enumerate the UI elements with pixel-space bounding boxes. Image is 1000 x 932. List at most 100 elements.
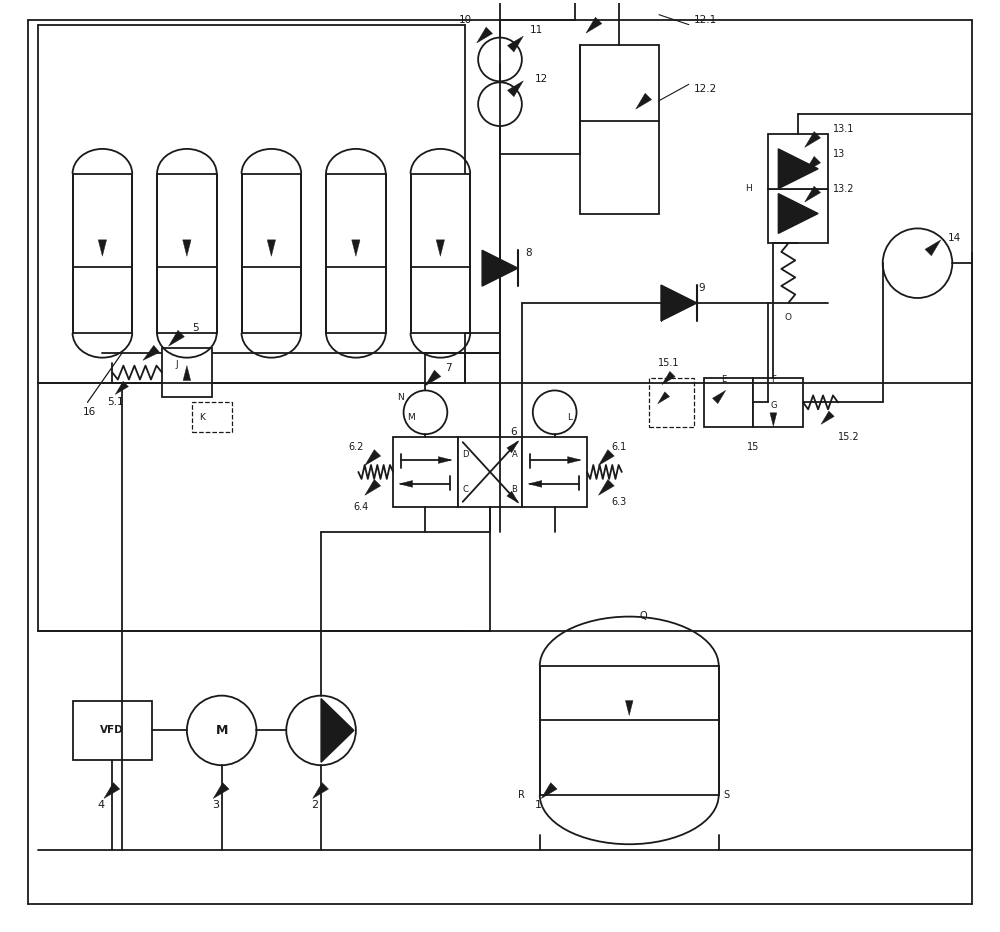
Polygon shape (821, 411, 834, 424)
Text: VFD: VFD (100, 725, 124, 735)
Text: 6.4: 6.4 (353, 501, 369, 512)
Text: 7: 7 (445, 363, 452, 373)
Text: L: L (567, 413, 572, 422)
Text: 12.1: 12.1 (694, 15, 717, 24)
Bar (326, 173, 386, 333)
Text: E: E (721, 375, 726, 384)
Text: 8: 8 (525, 248, 531, 258)
Polygon shape (598, 449, 614, 465)
Text: 5.1: 5.1 (107, 397, 124, 407)
Text: 5: 5 (192, 322, 198, 333)
Polygon shape (183, 365, 191, 380)
Polygon shape (183, 240, 191, 256)
Polygon shape (528, 481, 542, 487)
Text: K: K (199, 413, 205, 422)
Polygon shape (805, 157, 821, 172)
Text: Q: Q (639, 611, 647, 621)
Text: N: N (397, 393, 404, 402)
Text: 6.1: 6.1 (612, 442, 627, 452)
Text: 2: 2 (311, 800, 318, 810)
Polygon shape (507, 441, 519, 453)
Text: 13: 13 (833, 149, 845, 158)
Bar (157, 173, 217, 333)
Polygon shape (143, 346, 160, 361)
Bar (73, 701, 152, 761)
Bar (649, 377, 694, 427)
Text: 6: 6 (510, 427, 517, 437)
Polygon shape (568, 457, 581, 463)
Circle shape (404, 391, 447, 434)
Text: C: C (463, 486, 469, 494)
Polygon shape (507, 36, 523, 52)
Circle shape (187, 695, 256, 765)
Bar (522, 437, 587, 507)
Bar (704, 377, 753, 427)
Text: 13.1: 13.1 (833, 124, 854, 134)
Polygon shape (636, 93, 652, 109)
Polygon shape (507, 491, 519, 503)
Polygon shape (477, 27, 493, 43)
Bar (768, 188, 828, 243)
Polygon shape (541, 783, 557, 799)
Text: 6.2: 6.2 (348, 442, 364, 452)
Bar (458, 437, 522, 507)
Bar (393, 437, 458, 507)
Circle shape (286, 695, 356, 765)
Text: 15: 15 (747, 442, 760, 452)
Text: 9: 9 (699, 283, 705, 293)
Text: 3: 3 (212, 800, 219, 810)
Text: 12: 12 (535, 75, 548, 84)
Polygon shape (658, 391, 670, 404)
Text: 15.1: 15.1 (658, 358, 680, 367)
Polygon shape (586, 17, 602, 33)
Text: 10: 10 (459, 15, 472, 24)
Polygon shape (399, 481, 413, 487)
Circle shape (533, 391, 577, 434)
Polygon shape (425, 370, 441, 386)
Bar (580, 45, 659, 213)
Text: 12.2: 12.2 (694, 84, 717, 94)
Polygon shape (213, 783, 229, 799)
Polygon shape (482, 251, 518, 286)
Polygon shape (352, 240, 360, 256)
Bar (192, 403, 232, 432)
Text: 4: 4 (97, 800, 105, 810)
Polygon shape (625, 701, 633, 716)
Polygon shape (661, 285, 697, 321)
Bar (540, 665, 719, 795)
Text: H: H (745, 185, 752, 193)
Polygon shape (313, 783, 328, 799)
Bar (242, 173, 301, 333)
Text: 6.3: 6.3 (612, 497, 627, 507)
Polygon shape (778, 149, 818, 188)
Text: B: B (511, 486, 517, 494)
Text: A: A (512, 449, 517, 459)
Text: D: D (462, 449, 469, 459)
Polygon shape (713, 391, 726, 404)
Text: 11: 11 (530, 24, 543, 34)
Polygon shape (104, 783, 120, 799)
Text: 14: 14 (947, 233, 961, 243)
Polygon shape (805, 186, 821, 202)
Bar (768, 134, 828, 188)
Bar (162, 348, 212, 397)
Text: F: F (771, 375, 776, 384)
Polygon shape (169, 330, 184, 346)
Polygon shape (770, 413, 777, 426)
Polygon shape (365, 449, 381, 465)
Polygon shape (436, 240, 445, 256)
Circle shape (478, 37, 522, 81)
Text: 1: 1 (535, 800, 542, 810)
Polygon shape (321, 699, 354, 762)
Bar (753, 377, 803, 427)
Polygon shape (365, 479, 381, 495)
Polygon shape (778, 194, 818, 233)
Polygon shape (267, 240, 276, 256)
Polygon shape (662, 371, 675, 385)
Polygon shape (805, 131, 821, 147)
Text: 13.2: 13.2 (833, 184, 855, 194)
Text: M: M (407, 413, 414, 422)
Text: O: O (785, 313, 792, 322)
Text: 16: 16 (83, 407, 96, 418)
Polygon shape (598, 479, 614, 495)
